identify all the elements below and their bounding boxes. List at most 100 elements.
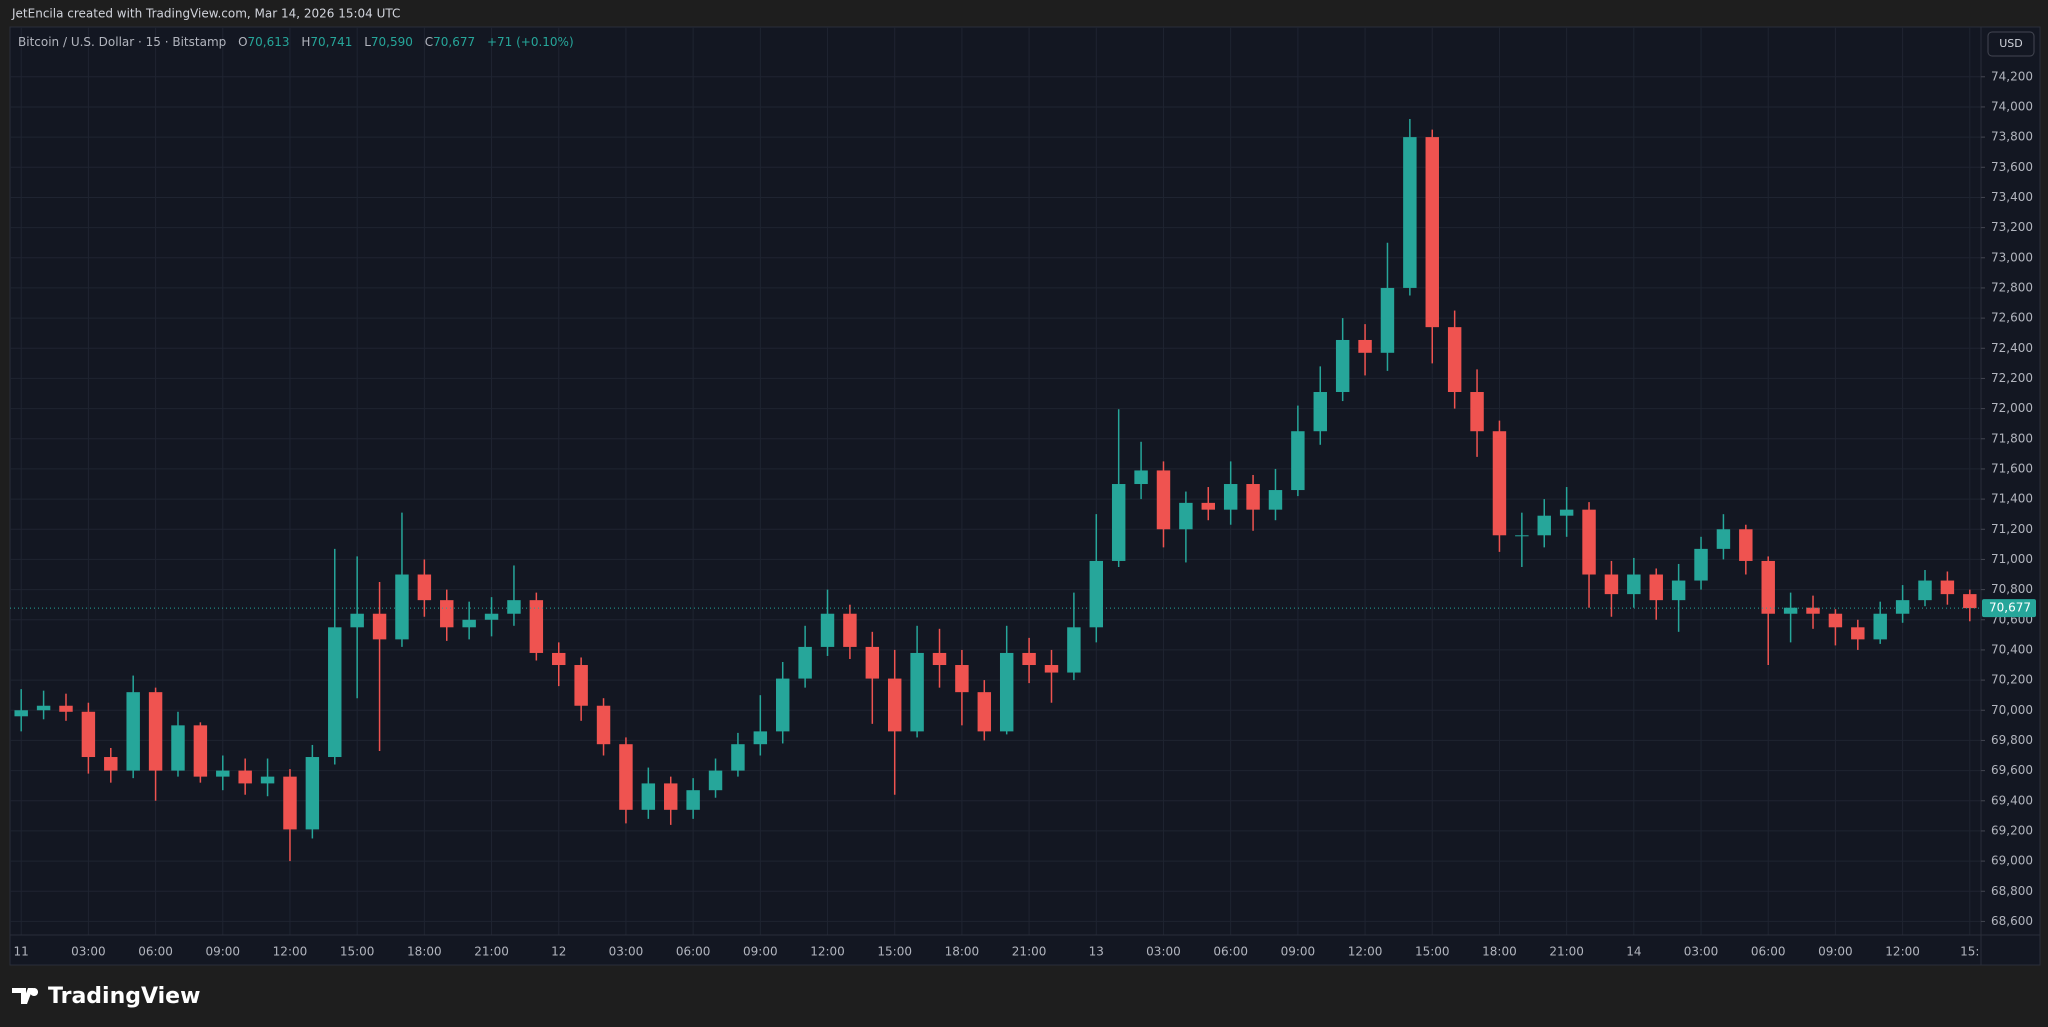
x-tick-label: 18:00 (945, 945, 980, 959)
x-tick-label: 13 (1089, 945, 1104, 959)
legend-value: 70,677 (433, 35, 475, 49)
x-tick-label: 06:00 (1751, 945, 1786, 959)
y-tick-label: 73,600 (1991, 160, 2033, 174)
candle-body (1716, 529, 1731, 549)
y-tick-label: 71,000 (1991, 552, 2033, 566)
candle-body (1895, 600, 1910, 614)
x-tick-label: 15:00 (1415, 945, 1450, 959)
candle-body (865, 646, 880, 679)
candle-body (529, 600, 544, 653)
y-tick-label: 71,800 (1991, 431, 2033, 445)
candle-body (305, 757, 320, 830)
candle-body (148, 692, 163, 771)
symbol-title: Bitcoin / U.S. Dollar · 15 · Bitstamp (18, 35, 226, 49)
candle-body (1223, 484, 1238, 510)
last-price-tag (1982, 599, 2036, 618)
candle-body (14, 710, 28, 717)
x-tick-label: 15:00 (877, 945, 912, 959)
candle-body (1268, 490, 1283, 510)
x-tick-label: 03:00 (1684, 945, 1719, 959)
x-tick-label: 11 (14, 945, 29, 959)
candle-body (36, 705, 51, 711)
candle-body (910, 652, 924, 732)
x-tick-label: 15: (1960, 945, 1979, 959)
candle-body (574, 665, 588, 706)
legend-key: H (301, 35, 310, 49)
currency-button-frame[interactable] (1987, 31, 2035, 57)
x-tick-label: 18:00 (1482, 945, 1517, 959)
candle-body (1447, 327, 1462, 393)
candle-body (1963, 594, 1977, 609)
candle-body (1425, 137, 1439, 328)
candle-body (1537, 515, 1551, 536)
candle-body (417, 574, 432, 601)
candle-body (216, 770, 230, 777)
candle-body (1179, 502, 1193, 530)
candle-body (1358, 339, 1372, 353)
candle-body (753, 731, 768, 745)
candle-body (1806, 607, 1820, 614)
candle-body (708, 770, 723, 791)
y-tick-label: 74,000 (1991, 99, 2033, 113)
candle-body (1111, 484, 1126, 561)
y-tick-label: 68,600 (1991, 914, 2033, 928)
legend: Bitcoin / U.S. Dollar · 15 · Bitstamp O7… (18, 35, 574, 49)
candle-body (1089, 560, 1104, 628)
candle-body (999, 652, 1014, 732)
candle-body (238, 770, 252, 784)
legend-change: +71 (+0.10%) (487, 35, 574, 49)
candle-body (126, 692, 140, 771)
currency-button[interactable]: USD (1987, 31, 2035, 57)
brand-name: TradingView (48, 984, 200, 1009)
candle-body (1313, 392, 1327, 432)
x-tick-label: 06:00 (138, 945, 173, 959)
candle-body (1761, 560, 1775, 614)
candle-body (1492, 431, 1507, 536)
x-tick-label: 09:00 (205, 945, 240, 959)
candle-body (776, 678, 790, 732)
x-tick-label: 12:00 (810, 945, 845, 959)
x-tick-label: 06:00 (676, 945, 711, 959)
x-tick-label: 18:00 (407, 945, 442, 959)
candle-body (1671, 580, 1686, 601)
x-tick-label: 03:00 (1146, 945, 1181, 959)
legend-key: C (425, 35, 433, 49)
candle-body (260, 776, 275, 784)
x-tick-label: 21:00 (474, 945, 509, 959)
candle-body (1403, 137, 1417, 288)
candle-body (81, 711, 96, 758)
candle-body (193, 725, 208, 777)
x-tick-label: 21:00 (1012, 945, 1047, 959)
y-tick-label: 71,400 (1991, 492, 2033, 506)
y-tick-label: 71,200 (1991, 522, 2033, 536)
candle-body (1067, 627, 1081, 673)
candle-body (552, 652, 566, 666)
candle-body (484, 613, 499, 620)
candle-body (1851, 627, 1865, 640)
currency-label[interactable]: USD (1999, 37, 2023, 50)
x-tick-label: 03:00 (609, 945, 644, 959)
brand: TradingView (12, 984, 200, 1009)
y-tick-label: 69,000 (1991, 854, 2033, 868)
y-tick-label: 69,200 (1991, 823, 2033, 837)
candle-body (1291, 431, 1305, 491)
x-tick-label: 12 (551, 945, 566, 959)
candle-body (328, 627, 342, 758)
last-price-label: 70,677 (1989, 601, 2031, 615)
y-tick-label: 68,800 (1991, 884, 2033, 898)
candle-body (641, 783, 656, 810)
x-tick-label: 09:00 (1818, 945, 1853, 959)
legend-key: L (364, 35, 371, 49)
y-tick-label: 74,200 (1991, 69, 2033, 83)
candle-body (1044, 665, 1059, 673)
candle-body (596, 705, 611, 745)
y-tick-label: 70,200 (1991, 673, 2033, 687)
legend-value: 70,590 (371, 35, 413, 49)
y-tick-label: 73,800 (1991, 130, 2033, 144)
candle-body (1246, 484, 1260, 510)
x-tick-label: 09:00 (1281, 945, 1316, 959)
legend-value: 70,613 (248, 35, 290, 49)
candle-body (1201, 502, 1215, 510)
candle-body (1335, 339, 1350, 393)
